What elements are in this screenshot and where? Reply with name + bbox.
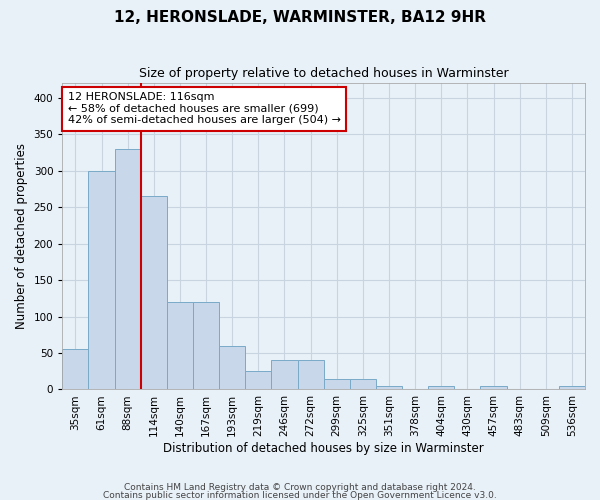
X-axis label: Distribution of detached houses by size in Warminster: Distribution of detached houses by size … bbox=[163, 442, 484, 455]
Bar bbox=[298, 360, 323, 390]
Bar bbox=[245, 371, 271, 390]
Bar bbox=[271, 360, 298, 390]
Title: Size of property relative to detached houses in Warminster: Size of property relative to detached ho… bbox=[139, 68, 508, 80]
Bar bbox=[88, 170, 115, 390]
Text: 12 HERONSLADE: 116sqm
← 58% of detached houses are smaller (699)
42% of semi-det: 12 HERONSLADE: 116sqm ← 58% of detached … bbox=[68, 92, 341, 126]
Text: Contains HM Land Registry data © Crown copyright and database right 2024.: Contains HM Land Registry data © Crown c… bbox=[124, 484, 476, 492]
Bar bbox=[559, 386, 585, 390]
Bar bbox=[219, 346, 245, 390]
Bar bbox=[323, 378, 350, 390]
Bar bbox=[167, 302, 193, 390]
Bar bbox=[481, 386, 506, 390]
Bar bbox=[115, 148, 141, 390]
Text: Contains public sector information licensed under the Open Government Licence v3: Contains public sector information licen… bbox=[103, 491, 497, 500]
Bar bbox=[428, 386, 454, 390]
Bar bbox=[62, 350, 88, 390]
Bar bbox=[193, 302, 219, 390]
Y-axis label: Number of detached properties: Number of detached properties bbox=[15, 144, 28, 330]
Bar bbox=[141, 196, 167, 390]
Text: 12, HERONSLADE, WARMINSTER, BA12 9HR: 12, HERONSLADE, WARMINSTER, BA12 9HR bbox=[114, 10, 486, 25]
Bar bbox=[350, 378, 376, 390]
Bar bbox=[376, 386, 402, 390]
